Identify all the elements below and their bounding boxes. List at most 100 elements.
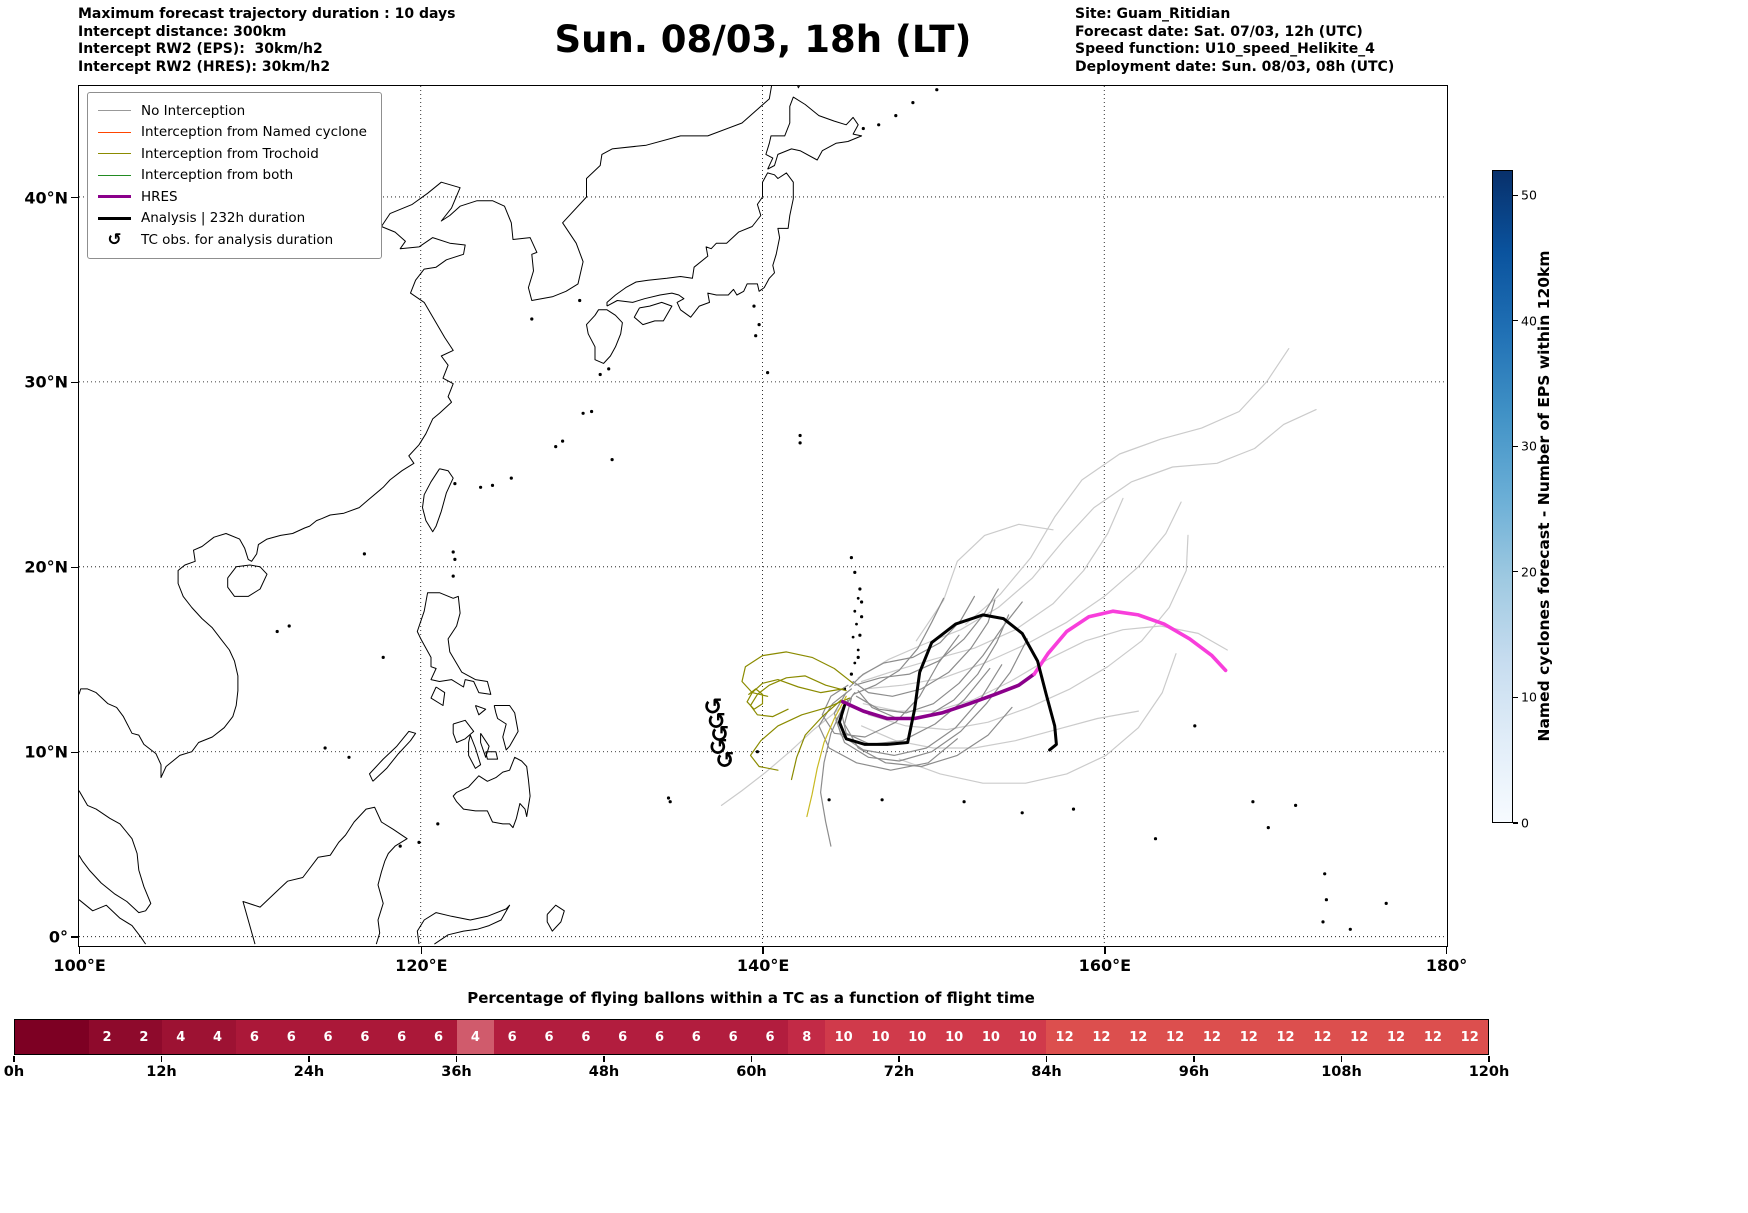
island-dot <box>561 439 565 443</box>
island-dot <box>1324 898 1328 902</box>
header-forecast-params: Maximum forecast trajectory duration : 1… <box>78 6 455 76</box>
analysis-obs-dot <box>853 609 857 613</box>
strip-cell: 4 <box>456 1020 494 1054</box>
strip-cell: 10 <box>862 1020 899 1054</box>
island-dot <box>853 570 857 574</box>
island-dot <box>935 88 939 92</box>
analysis-obs-dot <box>853 661 857 665</box>
legend-item-label: HRES <box>141 188 178 205</box>
island-dot <box>728 759 732 763</box>
y-axis-label: 0° <box>48 927 68 947</box>
strip-cell: 6 <box>272 1020 310 1054</box>
legend-item-label: Interception from both <box>141 167 294 184</box>
island-dot <box>849 672 854 676</box>
y-axis-label: 10°N <box>24 742 68 762</box>
island-dot <box>1384 901 1388 906</box>
island-dot <box>1323 872 1327 876</box>
colorbar-tick-label: 10 <box>1521 689 1537 705</box>
island-dot <box>1251 800 1255 804</box>
coastline <box>430 686 446 706</box>
legend-item-label: Interception from Named cyclone <box>141 124 367 141</box>
colorbar-tick <box>1513 696 1518 698</box>
island-dot <box>827 798 831 802</box>
trajectory-eps_light_1 <box>857 409 1317 679</box>
strip-time-label: 96h <box>1178 1064 1210 1080</box>
coastline <box>242 806 408 945</box>
y-axis-label: 40°N <box>24 188 68 208</box>
island-dot <box>453 557 457 561</box>
island-dot <box>362 552 366 556</box>
island-dot <box>1348 927 1352 931</box>
island-dot <box>1153 837 1158 841</box>
island-dot <box>860 600 864 604</box>
coastline <box>606 172 794 318</box>
strip-cell: 6 <box>420 1020 457 1054</box>
legend-item: No Interception <box>98 100 367 122</box>
y-axis-tick <box>71 381 78 384</box>
coastline <box>586 309 623 364</box>
trajectory-eps_4 <box>857 614 1010 720</box>
analysis-obs-dot <box>851 635 855 639</box>
trajectory-eps_1 <box>818 688 958 771</box>
strip-time-tick <box>13 1056 15 1062</box>
strip-cell: 6 <box>346 1020 384 1054</box>
strip-cell: 12 <box>1083 1020 1120 1054</box>
header-info-line: Intercept distance: 300km <box>78 23 287 40</box>
island-dot <box>894 114 898 118</box>
coastline <box>369 730 417 782</box>
x-axis-label: 160°E <box>1078 956 1132 975</box>
island-dot <box>530 317 534 321</box>
strip-cell: 6 <box>309 1020 347 1054</box>
island-dot <box>287 624 291 628</box>
island-dot <box>610 458 614 462</box>
strip-cell: 6 <box>235 1020 273 1054</box>
x-axis-label: 180° <box>1425 956 1468 975</box>
strip-cell: 12 <box>1377 1020 1415 1054</box>
map: ↺ ↺ ↺ ↺ ↺ No Interception Interception from N… <box>78 85 1448 947</box>
header-info-line: Forecast date: Sat. 07/03, 12h (UTC) <box>1075 23 1363 40</box>
trajectory-analysis_232h <box>837 613 1058 752</box>
trajectory-eps_13 <box>819 703 846 847</box>
x-axis-label: 140°E <box>736 956 790 975</box>
legend-item: Interception from Trochoid <box>98 143 367 165</box>
island-dot <box>451 550 455 554</box>
island-dot <box>666 796 671 800</box>
y-axis-tick <box>71 196 78 199</box>
strip-cell: 6 <box>677 1020 715 1054</box>
tc-obs-icon: ↺ <box>715 748 734 774</box>
legend-line-swatch <box>98 110 131 112</box>
island-dot <box>275 629 279 634</box>
island-dot <box>1321 920 1325 924</box>
island-dot <box>417 840 421 845</box>
strip-cell: 4 <box>162 1020 200 1054</box>
colorbar-tick <box>1513 194 1518 196</box>
legend: No Interception Interception from Named c… <box>87 92 382 259</box>
y-axis-label: 30°N <box>24 372 68 392</box>
island-dot <box>755 750 760 754</box>
island-dot <box>962 800 966 804</box>
header-info-line: Intercept RW2 (EPS): 30km/h2 <box>78 41 323 57</box>
island-dot <box>598 372 602 377</box>
strip-cell: 2 <box>88 1020 126 1054</box>
strip-cell: 12 <box>1156 1020 1194 1054</box>
island-dot <box>578 298 582 303</box>
strip-cell: 6 <box>567 1020 605 1054</box>
strip-cell: 10 <box>972 1020 1010 1054</box>
island-dot <box>453 482 457 486</box>
coastline <box>452 719 475 743</box>
coastline <box>546 904 565 932</box>
balloon-percentage-strip: 2 2 4 4 6 6 6 6 6 6 4 6 6 6 6 6 6 6 6 8 10 10 10 10 10 10 12 12 12 12… <box>14 1019 1489 1055</box>
strip-time-tick <box>1193 1056 1195 1062</box>
header-info-line: Deployment date: Sun. 08/03, 08h (UTC) <box>1075 58 1395 75</box>
legend-line-swatch <box>98 174 131 176</box>
y-axis-label: 20°N <box>24 557 68 577</box>
trajectory-eps_7 <box>848 595 976 688</box>
island-dot <box>668 800 672 804</box>
island-dot <box>858 587 862 591</box>
strip-cell: 12 <box>1303 1020 1341 1054</box>
strip-time-tick <box>1488 1056 1490 1062</box>
strip-time-label: 0h <box>3 1064 25 1080</box>
y-axis-tick <box>71 936 78 939</box>
coastline <box>765 96 863 170</box>
trajectory-eps_10 <box>852 597 945 696</box>
